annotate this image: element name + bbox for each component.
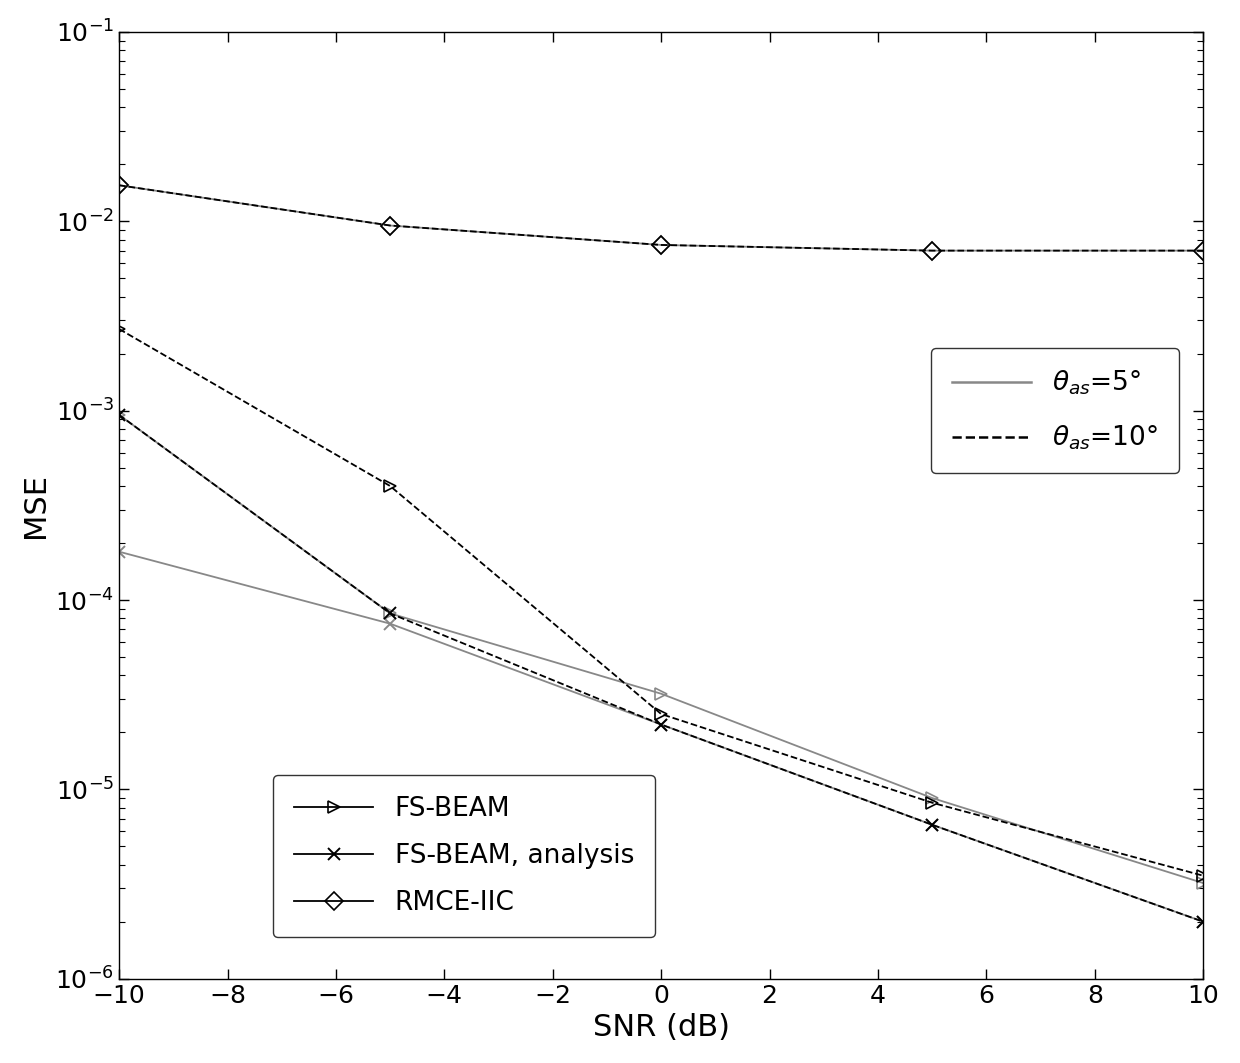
X-axis label: SNR (dB): SNR (dB)	[593, 1013, 729, 1042]
Y-axis label: MSE: MSE	[21, 473, 50, 538]
Legend: FS-BEAM, FS-BEAM, analysis, RMCE-IIC: FS-BEAM, FS-BEAM, analysis, RMCE-IIC	[273, 775, 655, 938]
